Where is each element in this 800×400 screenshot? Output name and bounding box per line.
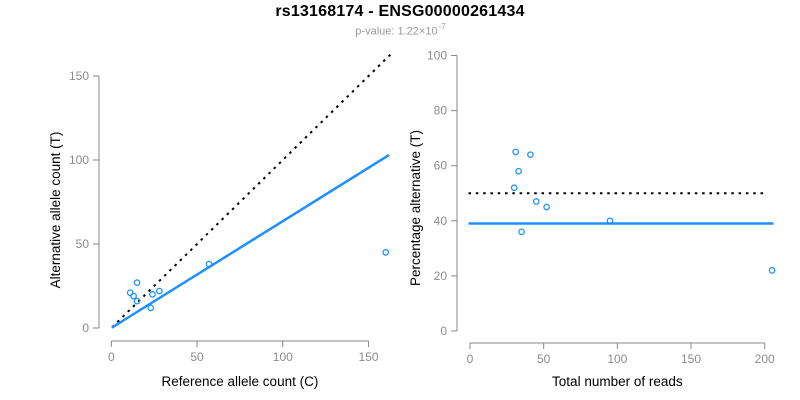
page-title: rs13168174 - ENSG00000261434 [275,3,525,20]
data-point [515,167,522,175]
x-tick-label: 100 [273,350,293,364]
data-point [382,249,390,256]
data-point [205,260,213,268]
y-tick-label: 100 [69,153,89,167]
y-tick-label: 0 [82,321,89,335]
x-tick-label: 150 [681,352,701,366]
data-point [126,289,134,297]
y-axis-title: Percentage alternative (T) [408,130,423,286]
data-point [527,151,534,159]
data-point [133,297,141,305]
y-tick-label: 60 [434,159,448,173]
data-point [532,198,540,205]
y-tick-label: 40 [434,214,448,228]
data-point [149,291,156,298]
data-point [606,217,614,225]
identity-line [111,53,392,328]
right-plot: 0 20 40 60 80 100 0 50 100 150 200 Total number of … [408,49,776,389]
left-plot: 0 50 100 150 0 50 100 150 Reference allele count… [48,53,392,389]
x-tick-label: 0 [467,352,474,366]
pvalue-text: p-value: 1.22×10 [355,25,438,38]
data-point [543,203,550,211]
data-point [155,287,163,295]
data-point [518,228,525,236]
regression-line [111,153,390,329]
y-tick-label: 50 [76,237,90,251]
x-tick-label: 0 [108,350,115,364]
y-tick-label: 20 [434,269,448,283]
data-point [133,279,141,286]
y-tick-label: 100 [427,49,447,63]
y-tick-label: 150 [69,69,89,83]
x-tick-label: 150 [359,350,379,364]
x-tick-label: 50 [190,350,204,364]
data-point [147,304,155,312]
y-tick-label: 0 [440,324,447,338]
pvalue-subtitle: p-value: 1.22×10-7 [0,22,800,38]
x-tick-label: 200 [755,352,775,366]
x-tick-label: 100 [607,352,627,366]
x-tick-label: 50 [537,352,551,366]
y-tick-label: 80 [434,104,448,118]
x-axis-title: Reference allele count (C) [162,374,319,389]
y-axis-title: Alternative allele count (T) [48,132,63,289]
x-axis-title: Total number of reads [552,374,683,389]
data-point [510,184,518,192]
data-point [768,267,776,274]
data-point [130,292,137,300]
data-point [512,148,520,156]
pvalue-exponent: -7 [438,22,446,31]
